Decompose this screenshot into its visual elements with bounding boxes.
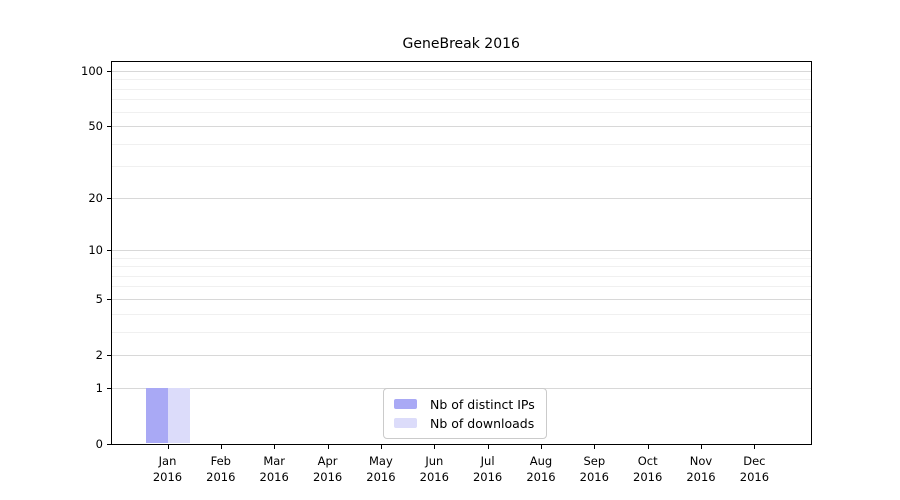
legend-label: Nb of distinct IPs — [430, 396, 535, 412]
y-gridline-minor — [112, 286, 811, 288]
y-gridline-minor — [112, 257, 811, 259]
legend-item: Nb of distinct IPs — [394, 396, 535, 412]
x-tick-mark — [701, 444, 702, 449]
y-gridline-minor — [112, 79, 811, 81]
y-gridline-major — [112, 126, 811, 128]
x-tick-label: Dec 2016 — [739, 453, 770, 485]
x-tick-label: Mar 2016 — [259, 453, 289, 485]
y-gridline-major — [112, 298, 811, 300]
y-gridline-major — [112, 71, 811, 72]
x-tick-label: Apr 2016 — [312, 453, 343, 485]
y-tick-label: 100 — [81, 64, 103, 78]
y-gridline-major — [112, 197, 811, 199]
bar-nb-of-downloads — [167, 387, 190, 444]
y-tick-label: 20 — [88, 190, 103, 205]
legend-swatch — [394, 418, 417, 428]
y-tick-mark — [107, 298, 111, 300]
legend-label: Nb of downloads — [430, 415, 535, 431]
x-tick-mark — [487, 444, 489, 449]
y-tick-label: 5 — [95, 291, 103, 306]
y-gridline-minor — [112, 166, 811, 168]
x-tick-mark — [327, 444, 329, 449]
legend-swatch — [394, 399, 417, 409]
y-gridline-minor — [112, 88, 811, 90]
x-tick-label: Jul 2016 — [472, 453, 503, 485]
x-tick-mark — [541, 444, 542, 449]
chart-title: GeneBreak 2016 — [402, 36, 520, 52]
y-gridline-minor — [112, 313, 811, 315]
y-tick-mark — [107, 387, 111, 389]
y-tick-mark — [107, 126, 111, 128]
x-tick-mark — [434, 444, 436, 449]
x-tick-mark — [594, 444, 596, 449]
y-gridline-minor — [112, 99, 811, 101]
y-tick-mark — [107, 71, 111, 72]
x-tick-label: Aug 2016 — [526, 453, 556, 485]
x-tick-mark — [647, 444, 649, 449]
y-tick-mark — [107, 443, 111, 445]
y-gridline-major — [112, 354, 811, 356]
y-gridline-minor — [112, 275, 811, 277]
y-tick-label: 1 — [95, 380, 103, 395]
x-tick-label: Nov 2016 — [686, 453, 716, 485]
x-tick-mark — [754, 444, 756, 449]
y-gridline-minor — [112, 111, 811, 113]
x-tick-label: Sep 2016 — [579, 453, 609, 485]
legend-item: Nb of downloads — [394, 415, 535, 431]
x-tick-mark — [220, 444, 222, 449]
bar-nb-of-distinct-ips — [145, 387, 168, 444]
chart-legend: Nb of distinct IPs Nb of downloads — [383, 388, 547, 439]
y-gridline-minor — [112, 266, 811, 268]
y-tick-mark — [107, 197, 111, 199]
x-tick-label: Feb 2016 — [206, 453, 236, 485]
x-tick-label: Oct 2016 — [633, 453, 663, 485]
y-tick-label: 10 — [88, 243, 103, 257]
y-tick-mark — [107, 250, 111, 251]
y-gridline-minor — [112, 143, 811, 145]
x-tick-label: Jan 2016 — [152, 453, 183, 485]
x-tick-label: Jun 2016 — [419, 453, 449, 485]
y-tick-mark — [107, 354, 111, 356]
y-tick-label: 50 — [88, 119, 103, 134]
y-gridline-minor — [112, 331, 811, 333]
y-gridline-major — [112, 250, 811, 251]
x-tick-label: May 2016 — [366, 453, 396, 485]
y-tick-label: 2 — [95, 347, 103, 362]
x-tick-mark — [380, 444, 382, 449]
x-tick-mark — [167, 444, 169, 449]
y-tick-label: 0 — [95, 436, 103, 451]
x-tick-mark — [274, 444, 276, 449]
